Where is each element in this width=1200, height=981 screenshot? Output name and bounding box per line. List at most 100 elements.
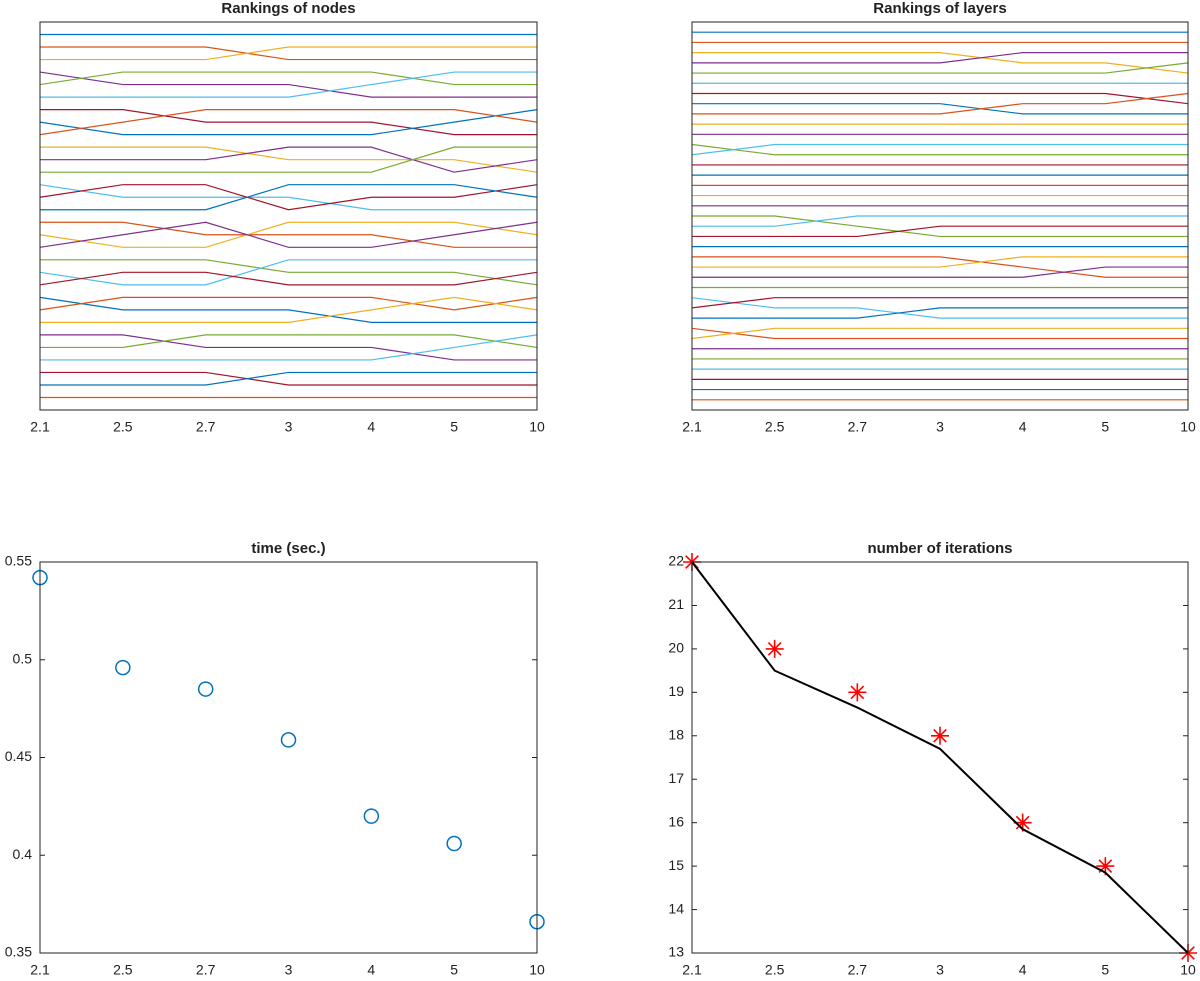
- series-line: [692, 92, 1189, 115]
- x-tick-label: 2.5: [765, 419, 785, 435]
- series-line: [39, 271, 538, 286]
- x-tick-label: 2.7: [196, 962, 216, 976]
- y-tick-label: 20: [668, 640, 684, 656]
- y-tick-label: 19: [668, 683, 684, 699]
- y-tick-label: 0.45: [5, 748, 32, 764]
- x-tick-label: 4: [1019, 419, 1027, 435]
- series-line: [39, 109, 538, 136]
- chart-title: Rankings of layers: [873, 0, 1006, 17]
- star-marker: [848, 683, 867, 702]
- x-tick-label: 4: [367, 419, 375, 435]
- plot-frame: [691, 561, 1189, 954]
- series-line: [40, 146, 537, 173]
- x-tick-label: 2.7: [848, 962, 868, 976]
- x-tick-label: 5: [1101, 419, 1109, 435]
- series-line: [39, 71, 537, 98]
- series-line: [691, 297, 1188, 319]
- series-line: [691, 143, 1188, 156]
- x-tick-label: 10: [529, 419, 545, 435]
- series-line: [39, 221, 538, 248]
- x-tick-label: 2.7: [196, 419, 216, 435]
- series-line: [692, 52, 1188, 64]
- series-line: [40, 46, 537, 61]
- chart-title: Rankings of nodes: [221, 0, 355, 17]
- y-tick-label: 21: [668, 596, 684, 612]
- series-line: [39, 71, 537, 86]
- plot-frame: [691, 21, 1189, 411]
- series-line: [40, 334, 537, 361]
- y-tick-label: 0.55: [5, 553, 32, 569]
- x-tick-label: 2.7: [848, 419, 868, 435]
- plot-frame: [39, 21, 538, 411]
- series-line: [692, 52, 1189, 74]
- series-line: [692, 256, 1188, 268]
- x-tick-label: 3: [285, 962, 293, 976]
- x-tick-label: 3: [285, 419, 293, 435]
- series-line: [40, 109, 537, 136]
- series-line: [691, 297, 1188, 309]
- star-marker: [931, 726, 949, 745]
- plot-area: [40, 22, 537, 410]
- series-line: [39, 184, 537, 211]
- plot-area: [692, 562, 1188, 953]
- circle-marker: [446, 835, 462, 852]
- x-tick-label: 5: [450, 419, 458, 435]
- star-marker: [1096, 857, 1115, 876]
- x-tick-label: 10: [1180, 962, 1196, 976]
- y-tick-label: 18: [668, 726, 684, 742]
- series-line: [692, 225, 1188, 238]
- y-tick-label: 15: [668, 857, 684, 873]
- series-line: [40, 146, 538, 173]
- star-marker: [765, 639, 784, 658]
- series-line: [40, 146, 538, 173]
- series-line: [40, 334, 538, 349]
- series-line: [39, 109, 538, 136]
- series-line: [40, 259, 538, 286]
- chart-title: time (sec.): [251, 540, 325, 557]
- x-tick-label: 2.5: [113, 419, 133, 435]
- series-line: [691, 561, 1189, 954]
- y-tick-label: 0.5: [13, 650, 33, 666]
- series-line: [692, 307, 1188, 319]
- x-tick-label: 2.5: [113, 962, 133, 976]
- x-tick-label: 2.1: [682, 419, 702, 435]
- plot-area: [40, 562, 537, 953]
- y-tick-label: 14: [668, 900, 684, 916]
- series-line: [691, 327, 1188, 340]
- circle-marker: [280, 732, 297, 748]
- y-tick-label: 22: [668, 553, 684, 569]
- series-line: [691, 143, 1188, 156]
- x-tick-label: 2.1: [30, 419, 50, 435]
- y-tick-label: 17: [668, 770, 684, 786]
- series-line: [39, 184, 538, 211]
- series-line: [692, 103, 1188, 115]
- series-line: [39, 259, 537, 286]
- x-tick-label: 2.1: [30, 962, 50, 976]
- series-line: [40, 184, 538, 211]
- series-line: [40, 46, 537, 61]
- series-line: [692, 62, 1189, 74]
- series-line: [39, 296, 538, 311]
- y-tick-label: 16: [668, 813, 684, 829]
- x-tick-label: 3: [936, 419, 944, 435]
- circle-marker: [363, 808, 380, 824]
- x-tick-label: 5: [1101, 962, 1109, 976]
- x-tick-label: 3: [936, 962, 944, 976]
- y-tick-label: 0.4: [13, 846, 33, 862]
- y-tick-label: 13: [668, 944, 684, 960]
- series-line: [40, 334, 538, 361]
- x-tick-label: 4: [1019, 962, 1027, 976]
- circle-marker: [115, 659, 131, 676]
- x-tick-label: 2.5: [765, 962, 785, 976]
- series-line: [692, 92, 1189, 105]
- chart-title: number of iterations: [867, 540, 1012, 557]
- series-line: [691, 327, 1188, 340]
- series-line: [40, 221, 537, 248]
- x-tick-label: 2.1: [682, 962, 702, 976]
- series-line: [692, 256, 1188, 278]
- series-line: [39, 221, 538, 248]
- x-tick-label: 10: [529, 962, 545, 976]
- series-line: [40, 371, 537, 386]
- series-line: [40, 371, 537, 386]
